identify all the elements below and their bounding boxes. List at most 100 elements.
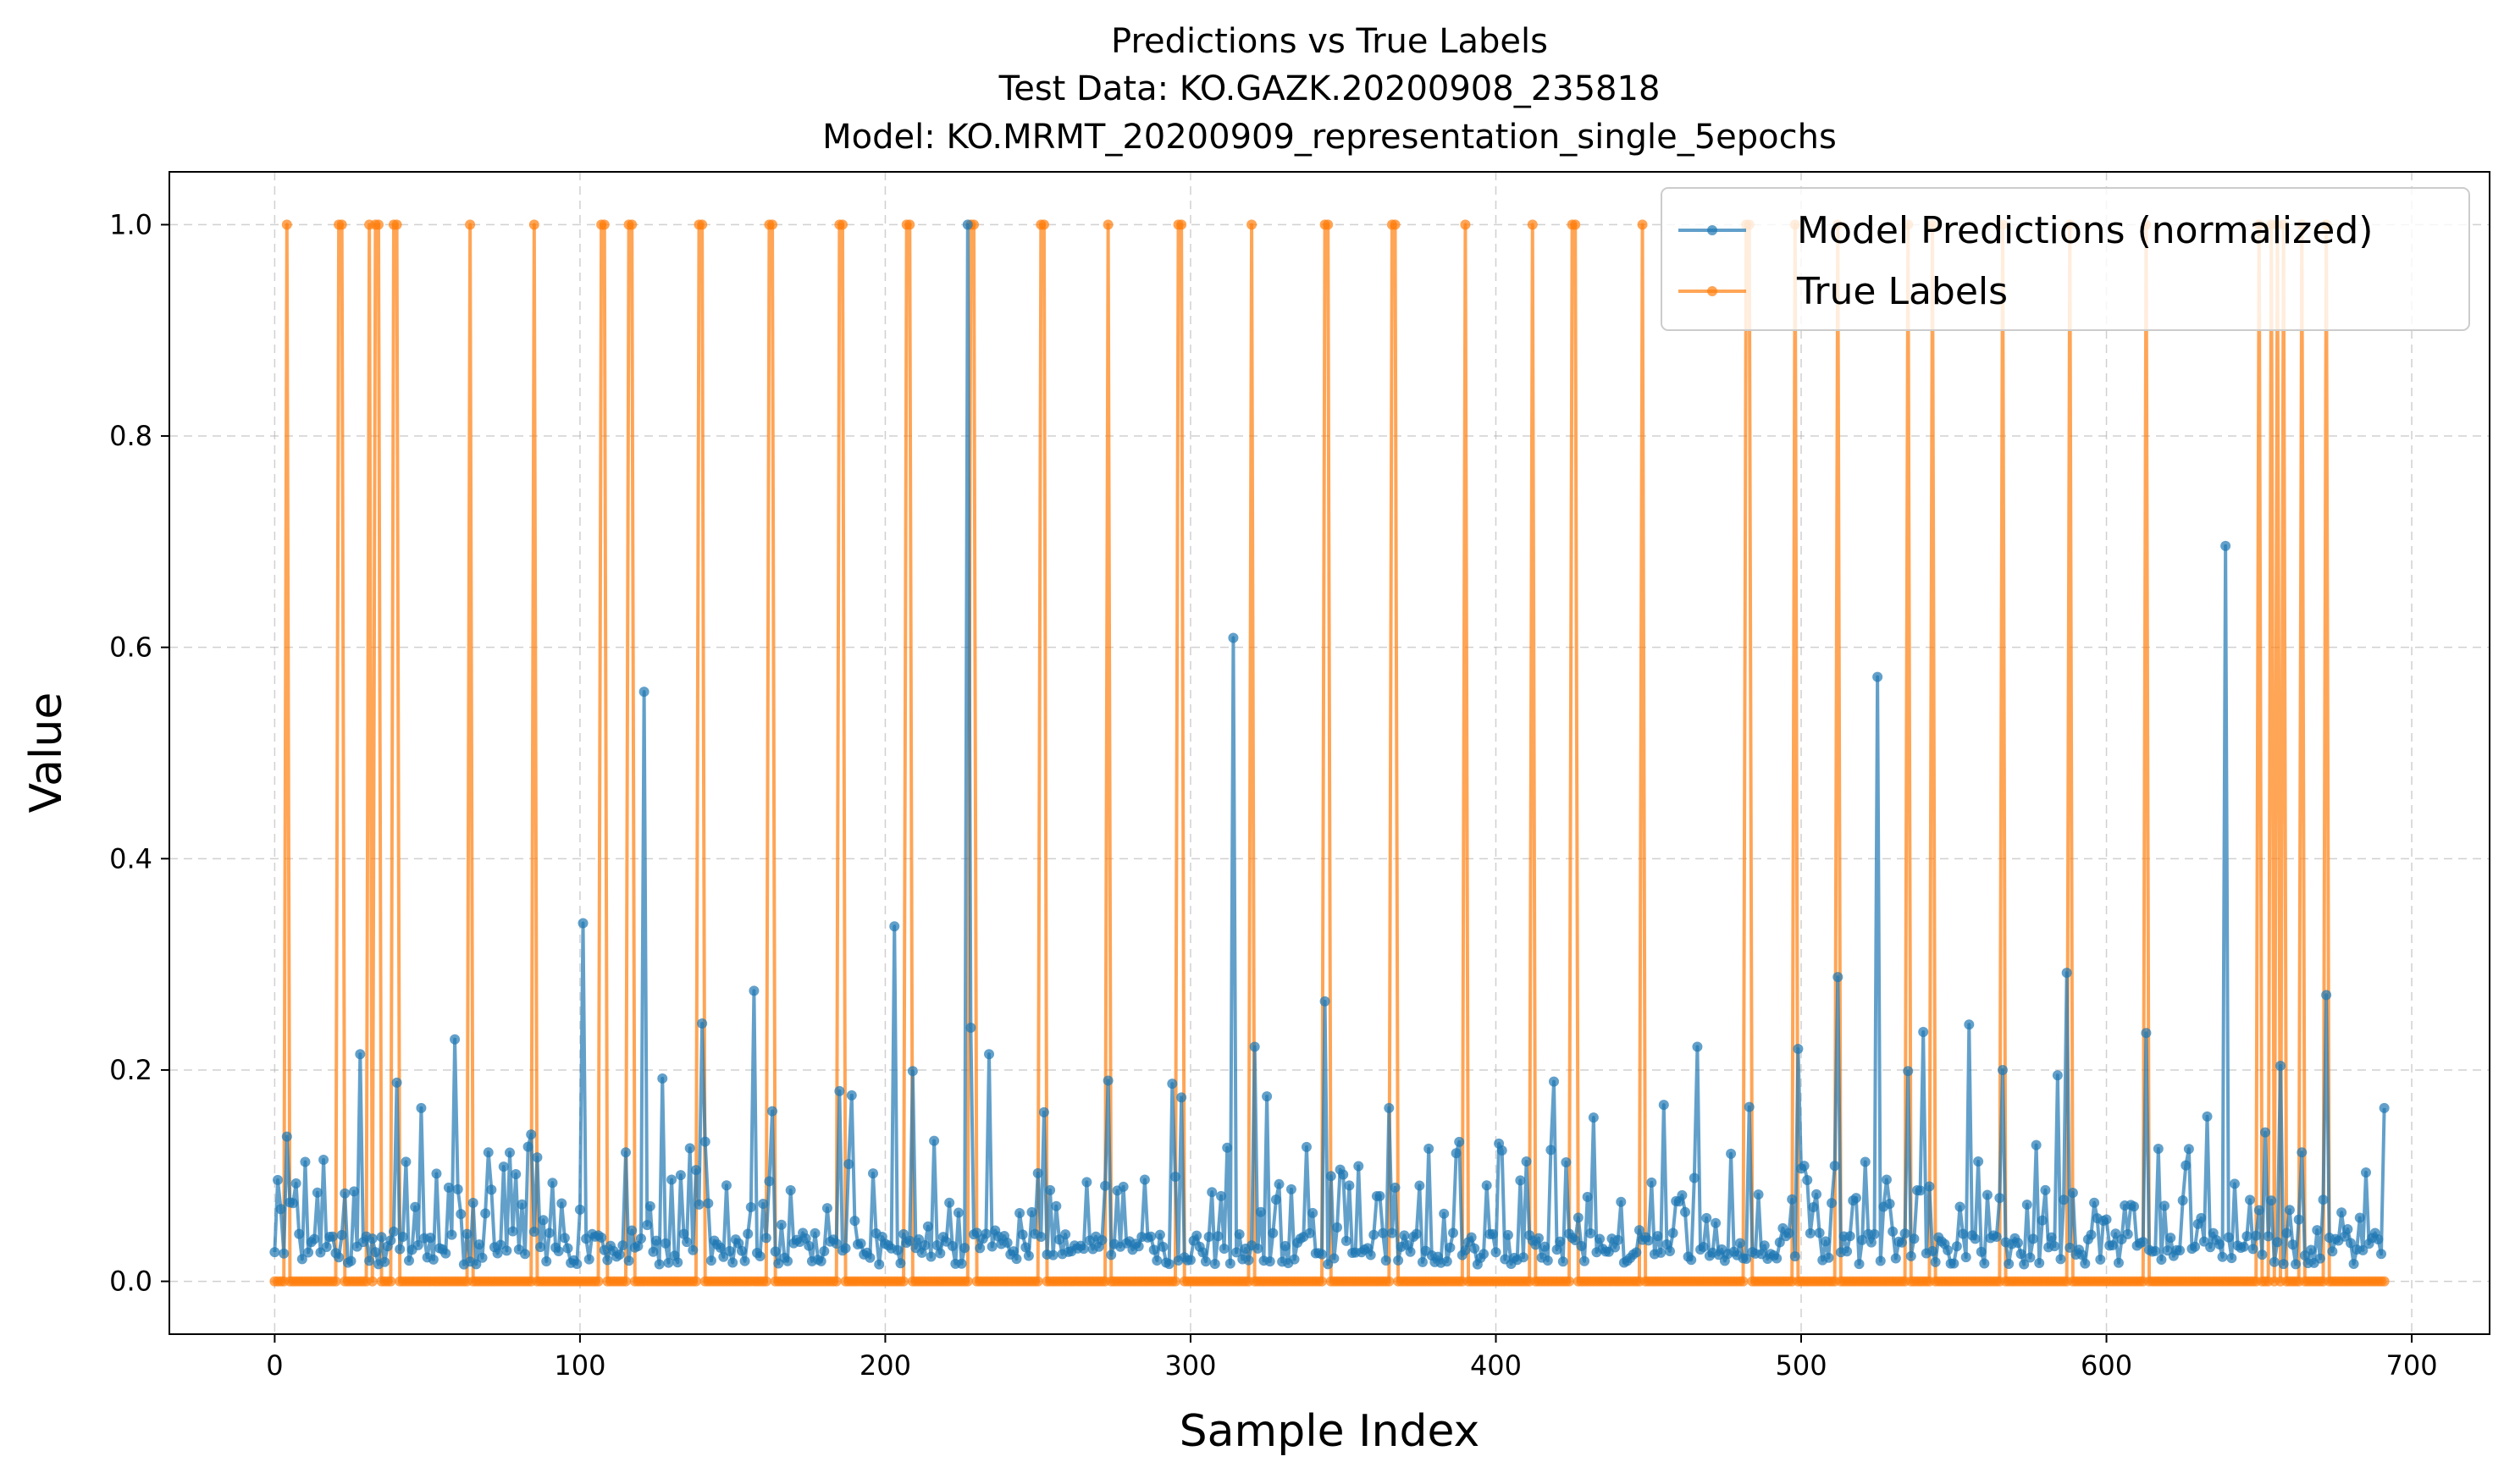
model-predictions-point — [1860, 1156, 1871, 1167]
model-predictions-point — [2257, 1250, 2268, 1261]
model-predictions-point — [1304, 1227, 1315, 1239]
model-predictions-point — [749, 985, 760, 996]
legend-label-true-labels: True Labels — [1796, 270, 2008, 313]
model-predictions-point — [498, 1161, 509, 1172]
model-predictions-point — [2055, 1254, 2066, 1265]
model-predictions-point — [1378, 1227, 1389, 1239]
model-predictions-point — [1948, 1258, 1959, 1269]
model-predictions-point — [2046, 1232, 2057, 1243]
model-predictions-point — [1234, 1228, 1245, 1239]
model-predictions-point — [638, 687, 649, 698]
true-labels-point — [336, 219, 347, 230]
x-tick-label: 100 — [554, 1349, 605, 1382]
model-predictions-point — [281, 1131, 292, 1142]
model-predictions-point — [2253, 1205, 2264, 1216]
true-labels-point — [1527, 219, 1538, 230]
x-tick-label: 600 — [2081, 1349, 2132, 1382]
model-predictions-point — [1866, 1237, 1877, 1248]
model-predictions-point — [929, 1135, 940, 1146]
true-labels-point — [1570, 219, 1581, 230]
model-predictions-point — [2205, 1242, 2216, 1253]
model-predictions-point — [1811, 1189, 1822, 1200]
model-predictions-point — [2012, 1238, 2023, 1249]
model-predictions-point — [349, 1186, 360, 1197]
true-labels-point — [898, 1276, 909, 1287]
model-predictions-point — [1011, 1254, 1022, 1265]
model-predictions-point — [1643, 1235, 1654, 1246]
model-predictions-point — [2223, 1232, 2234, 1243]
model-predictions-point — [1927, 1245, 1938, 1256]
true-labels-point — [1103, 219, 1114, 230]
model-predictions-point — [1441, 1256, 1452, 1267]
model-predictions-point — [1167, 1079, 1178, 1090]
model-predictions-point — [2059, 1194, 2070, 1205]
model-predictions-point — [1869, 1228, 1880, 1239]
model-predictions-point — [956, 1258, 967, 1269]
true-labels-point — [281, 219, 292, 230]
legend-marker-true-labels — [1707, 286, 1717, 296]
model-predictions-point — [721, 1180, 732, 1191]
model-predictions-point — [2291, 1259, 2302, 1270]
model-predictions-point — [1689, 1172, 1700, 1183]
model-predictions-point — [1386, 1227, 1397, 1239]
model-predictions-point — [617, 1240, 628, 1251]
model-predictions-point — [2220, 540, 2231, 551]
model-predictions-point — [840, 1243, 851, 1254]
chart-title: Predictions vs True Labels Test Data: KO… — [822, 22, 1837, 157]
model-predictions-point — [1814, 1227, 1825, 1239]
model-predictions-point — [1197, 1247, 1208, 1258]
model-predictions-point — [1146, 1231, 1157, 1242]
model-predictions-point — [2314, 1253, 2325, 1264]
true-labels-point — [1460, 219, 1471, 230]
model-predictions-point — [654, 1259, 665, 1270]
model-predictions-point — [2137, 1237, 2148, 1248]
model-predictions-point — [528, 1227, 539, 1238]
model-predictions-point — [1711, 1217, 1722, 1228]
y-axis-label: Value — [21, 692, 72, 814]
model-predictions-point — [1502, 1229, 1513, 1240]
model-predictions-point — [1338, 1169, 1349, 1180]
model-predictions-point — [1557, 1256, 1568, 1267]
model-predictions-point — [1017, 1229, 1028, 1240]
model-predictions-point — [1680, 1206, 1691, 1217]
legend: Model Predictions (normalized) True Labe… — [1661, 187, 2470, 331]
model-predictions-point — [2128, 1201, 2139, 1212]
model-predictions-point — [1423, 1143, 1434, 1154]
model-predictions-point — [2226, 1253, 2237, 1264]
model-predictions-point — [2281, 1227, 2292, 1239]
true-labels-point — [767, 219, 778, 230]
model-predictions-point — [2080, 1258, 2091, 1269]
model-predictions-point — [1903, 1066, 1914, 1077]
model-predictions-point — [855, 1238, 866, 1249]
model-predictions-point — [290, 1178, 301, 1189]
model-predictions-point — [1365, 1250, 1376, 1261]
model-predictions-point — [834, 1085, 845, 1096]
model-predictions-point — [953, 1207, 964, 1218]
model-predictions-point — [2269, 1256, 2280, 1267]
model-predictions-point — [1964, 1019, 1975, 1030]
model-predictions-point — [642, 1220, 653, 1231]
model-predictions-point — [440, 1248, 451, 1259]
model-predictions-point — [776, 1219, 787, 1230]
model-predictions-point — [1479, 1249, 1490, 1260]
model-predictions-point — [2217, 1251, 2228, 1262]
y-tick-label: 0.0 — [109, 1266, 152, 1298]
model-predictions-point — [743, 1228, 754, 1239]
model-predictions-point — [810, 1227, 821, 1239]
model-predictions-point — [1698, 1241, 1709, 1252]
model-predictions-point — [1888, 1226, 1899, 1237]
model-predictions-point — [562, 1243, 573, 1254]
model-predictions-point — [1325, 1171, 1336, 1182]
model-predictions-point — [578, 918, 589, 929]
model-predictions-point — [1842, 1246, 1853, 1257]
model-predictions-point — [473, 1239, 484, 1250]
model-predictions-point — [1301, 1141, 1312, 1152]
model-predictions-point — [443, 1182, 454, 1193]
model-predictions-point — [1255, 1206, 1266, 1217]
model-predictions-point — [462, 1228, 473, 1239]
model-predictions-point — [2183, 1144, 2194, 1155]
true-labels-point — [1176, 219, 1187, 230]
model-predictions-point — [272, 1174, 283, 1185]
model-predictions-point — [1344, 1180, 1355, 1191]
model-predictions-point — [1943, 1244, 1954, 1255]
